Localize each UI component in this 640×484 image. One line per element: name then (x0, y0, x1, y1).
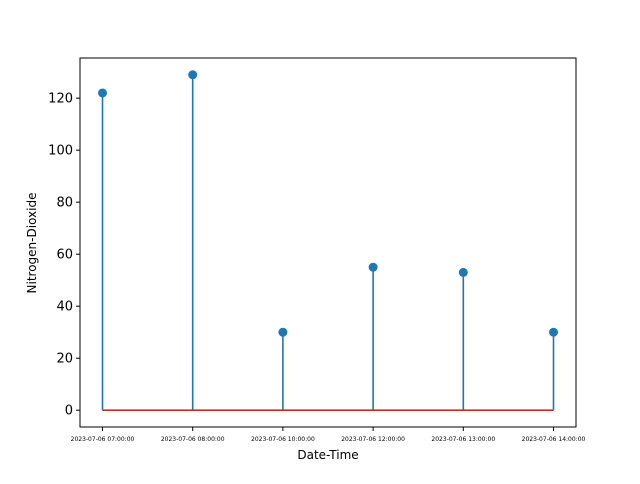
x-tick-label: 2023-07-06 10:00:00 (251, 436, 315, 443)
x-axis-ticks: 2023-07-06 07:00:00 2023-07-06 08:00:00 20… (71, 427, 586, 443)
stem-marker (549, 327, 558, 337)
stem-marker (188, 70, 198, 80)
x-tick-label: 2023-07-06 13:00:00 (431, 436, 495, 443)
y-tick-label: 60 (56, 248, 73, 263)
y-axis-label: Nitrogen-Dioxide (25, 193, 39, 294)
stem-marker (278, 327, 288, 337)
y-axis-ticks: 0 20 40 60 80 100 120 (48, 92, 80, 419)
y-tick-label: 80 (56, 196, 73, 211)
plot-frame (79, 57, 577, 428)
x-tick-label: 2023-07-06 14:00:00 (522, 436, 586, 443)
y-tick-label: 40 (56, 300, 73, 315)
y-tick-label: 0 (65, 404, 73, 419)
stem-marker (368, 262, 378, 272)
x-axis-label: Date-Time (297, 448, 358, 462)
y-tick-label: 100 (48, 144, 73, 159)
y-tick-label: 20 (56, 352, 73, 367)
stem-marker (458, 267, 468, 277)
x-tick-label: 2023-07-06 07:00:00 (71, 436, 135, 443)
y-tick-label: 120 (48, 92, 73, 107)
plot-area (80, 58, 576, 427)
stem-marker (98, 88, 107, 98)
x-tick-label: 2023-07-06 08:00:00 (161, 436, 225, 443)
x-tick-label: 2023-07-06 12:00:00 (341, 436, 405, 443)
stem-series (98, 70, 558, 412)
